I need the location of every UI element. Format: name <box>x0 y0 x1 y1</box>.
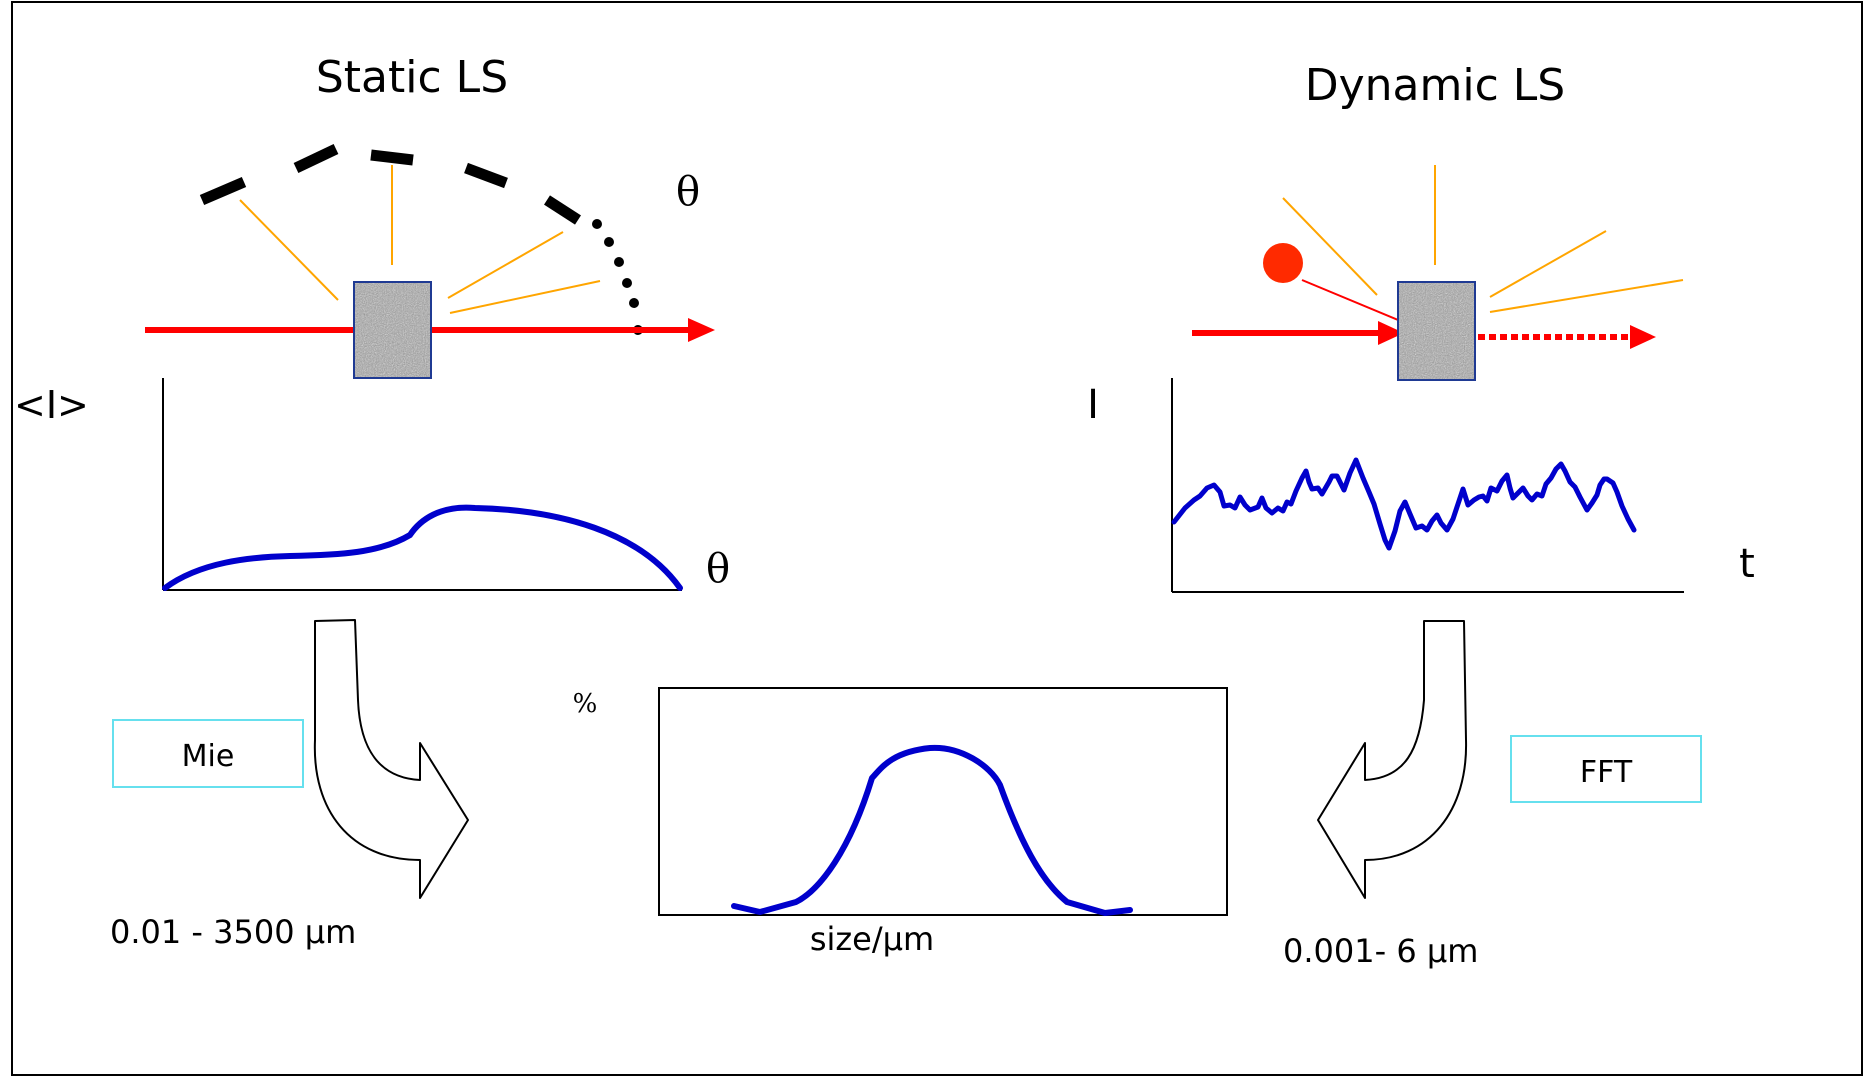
fft-method-box: FFT <box>1510 735 1702 803</box>
dynamic-ls-panel: Dynamic LS I t <box>1087 60 1755 970</box>
outer-frame <box>11 1 1863 1076</box>
dynamic-x-axis-label: t <box>1739 541 1755 587</box>
granular-sample-cell-icon <box>1397 281 1476 381</box>
static-x-axis-label: θ <box>706 546 730 592</box>
static-curved-arrow <box>313 619 469 899</box>
static-angle-symbol: θ <box>676 169 700 215</box>
dynamic-plot-axes <box>1171 378 1684 593</box>
particle-scatter-ray <box>1301 279 1399 321</box>
detector-arc <box>199 144 581 225</box>
dynamic-y-axis-label: I <box>1087 382 1099 428</box>
distribution-y-axis-label: % <box>573 689 598 719</box>
static-ls-title: Static LS <box>316 52 508 103</box>
static-plot-axes <box>162 378 682 591</box>
static-ls-panel: Static LS θ <box>14 52 730 951</box>
mie-method-box: Mie <box>112 719 304 788</box>
dynamic-ls-title: Dynamic LS <box>1305 60 1565 111</box>
static-size-range: 0.01 - 3500 µm <box>110 913 356 951</box>
dynamic-curved-arrow <box>1317 620 1468 899</box>
particle-dot-icon <box>1263 243 1303 283</box>
distribution-plot-frame <box>658 687 1228 916</box>
dynamic-size-range: 0.001- 6 µm <box>1283 932 1478 970</box>
dynamic-laser-beam <box>1192 321 1656 349</box>
fft-method-label: FFT <box>1580 755 1633 790</box>
dynamic-scatter-rays <box>1282 165 1684 313</box>
dynamic-intensity-trace <box>1171 457 1637 551</box>
mie-method-label: Mie <box>182 739 235 774</box>
size-distribution-curve <box>731 744 1133 916</box>
size-distribution-panel: % size/µm <box>573 687 1228 958</box>
static-intensity-curve <box>162 504 683 591</box>
distribution-x-axis-label: size/µm <box>810 920 934 958</box>
static-scatter-rays <box>239 165 601 314</box>
static-y-axis-label: <I> <box>14 383 89 427</box>
detector-arc-dots <box>592 219 643 335</box>
granular-sample-cell-icon <box>353 281 432 379</box>
